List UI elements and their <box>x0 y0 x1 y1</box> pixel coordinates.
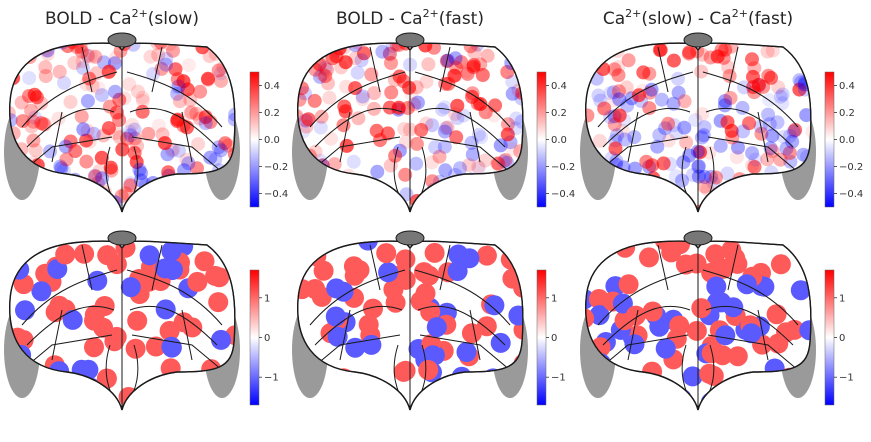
colorbar-tick-label: −0.2 <box>839 162 863 173</box>
colorbar-tick-label: 0.4 <box>264 81 280 92</box>
colorbar-tick-label: 0.4 <box>551 81 567 92</box>
colorbar-tick-label: 0 <box>551 333 557 344</box>
brain-panel-3: Ca2+(slow) - Ca2+(fast) 0.4 0.2 0.0 −0.2 −0.4 <box>580 7 863 213</box>
brain-panel-4: 1 0 −1 <box>4 230 279 411</box>
panel-title: Ca2+(slow) - Ca2+(fast) <box>603 7 793 29</box>
colorbar-tick-label: 1 <box>551 293 557 304</box>
colorbar-gradient <box>536 269 547 406</box>
colorbar-tick-label: 0.0 <box>551 135 567 146</box>
colorbar-tick-label: −1 <box>551 373 566 384</box>
colorbar-tick-label: 0.2 <box>839 108 855 119</box>
cortex-map <box>580 230 816 411</box>
colorbar-gradient <box>249 269 260 406</box>
cortex-map <box>292 230 528 411</box>
colorbar-tick-label: 1 <box>839 293 845 304</box>
colorbar-tick-label: 0.0 <box>264 135 280 146</box>
olfactory-bulb <box>107 230 137 246</box>
colorbar: 0.4 0.2 0.0 −0.2 −0.4 <box>824 71 863 208</box>
cortex-map <box>580 32 816 213</box>
panel-title: BOLD - Ca2+(slow) <box>45 7 199 29</box>
brain-panel-2: BOLD - Ca2+(fast) 0.4 0.2 0.0 −0.2 −0.4 <box>292 7 575 213</box>
colorbar-tick-label: 0 <box>839 333 845 344</box>
colorbar-tick-label: 1 <box>264 293 270 304</box>
colorbar-tick-label: −0.2 <box>551 162 575 173</box>
colorbar: 0.4 0.2 0.0 −0.2 −0.4 <box>536 71 575 208</box>
colorbar-gradient <box>824 71 835 208</box>
colorbar-tick-label: −1 <box>839 373 854 384</box>
colorbar-tick-label: −0.4 <box>551 189 575 200</box>
cortex-map <box>292 32 528 213</box>
colorbar: 1 0 −1 <box>824 269 854 406</box>
colorbar-tick-label: −0.4 <box>264 189 288 200</box>
colorbar-tick-label: −1 <box>264 373 279 384</box>
colorbar-tick-label: −0.4 <box>839 189 863 200</box>
brain-panel-1: BOLD - Ca2+(slow) 0.4 0.2 0.0 −0.2 −0.4 <box>4 7 288 213</box>
olfactory-bulb <box>107 32 137 48</box>
cortex-map <box>4 230 240 411</box>
colorbar-tick-label: 0.2 <box>551 108 567 119</box>
colorbar-tick-label: 0 <box>264 333 270 344</box>
olfactory-bulb <box>683 230 713 246</box>
brain-panel-5: 1 0 −1 <box>292 230 566 411</box>
colorbar: 1 0 −1 <box>536 269 566 406</box>
cortex-map <box>4 32 240 213</box>
panel-title: BOLD - Ca2+(fast) <box>336 7 484 29</box>
colorbar-tick-label: 0.0 <box>839 135 855 146</box>
olfactory-bulb <box>395 230 425 246</box>
colorbar: 0.4 0.2 0.0 −0.2 −0.4 <box>249 71 288 208</box>
brain-panel-6: 1 0 −1 <box>580 230 854 411</box>
colorbar: 1 0 −1 <box>249 269 279 406</box>
colorbar-tick-label: 0.2 <box>264 108 280 119</box>
olfactory-bulb <box>683 32 713 48</box>
olfactory-bulb <box>395 32 425 48</box>
colorbar-tick-label: 0.4 <box>839 81 855 92</box>
colorbar-gradient <box>536 71 547 208</box>
colorbar-gradient <box>824 269 835 406</box>
colorbar-gradient <box>249 71 260 208</box>
colorbar-tick-label: −0.2 <box>264 162 288 173</box>
